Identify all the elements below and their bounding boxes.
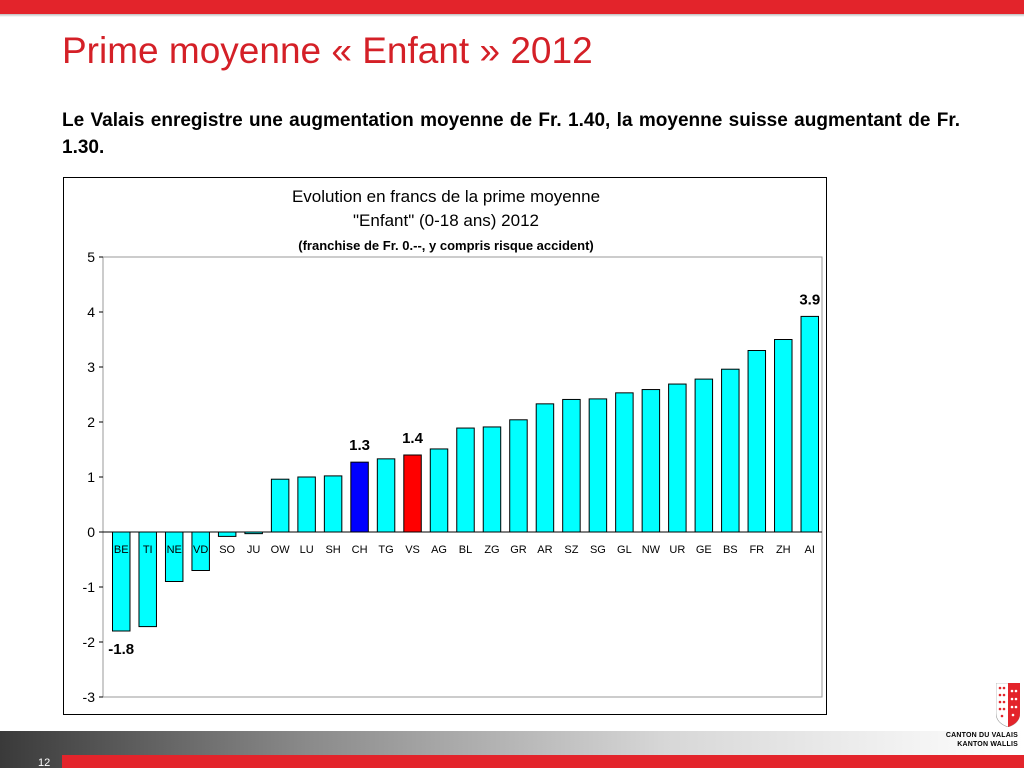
bar-gl: [615, 392, 634, 533]
y-tick-label: 1: [87, 469, 95, 485]
bar-lu: [297, 476, 316, 533]
bar-bs: [721, 368, 740, 533]
data-label: 1.4: [402, 430, 424, 447]
top-accent-bar: [0, 0, 1024, 14]
x-tick-label: VS: [405, 544, 420, 556]
bar-ju: [244, 531, 263, 535]
category-labels: BE TI NE VD SO JU OW LU SH CH TG VS AG BL ZG GR AR SZ SG GL…: [114, 544, 815, 556]
bar-sg: [588, 398, 608, 533]
logo-text-line2: KANTON WALLIS: [957, 741, 1018, 748]
x-tick-label: FR: [749, 544, 764, 556]
x-tick-label: ZH: [776, 544, 791, 556]
bar-ar: [535, 403, 555, 533]
bar-ch: [350, 461, 369, 533]
data-label: 3.9: [799, 291, 820, 308]
x-tick-label: BE: [114, 544, 129, 556]
data-labels: -1.8 1.3 1.4 3.9: [108, 291, 820, 658]
bar-gr: [509, 419, 528, 533]
y-tick-label: 2: [87, 414, 95, 430]
x-tick-label: AR: [537, 544, 552, 556]
logo-text-line1: CANTON DU VALAIS: [945, 732, 1018, 739]
x-tick-label: BL: [459, 544, 472, 556]
chart-title-line2: "Enfant" (0-18 ans) 2012: [353, 211, 539, 230]
bar-ti: [138, 531, 157, 628]
x-tick-label: NW: [642, 544, 661, 556]
bar-fr: [747, 350, 767, 533]
bar-vd: [191, 531, 210, 571]
x-tick-label: CH: [352, 544, 368, 556]
y-tick-label: 0: [87, 524, 95, 540]
bar-ne: [164, 531, 184, 582]
bar-so: [217, 531, 237, 537]
slide-title: Prime moyenne « Enfant » 2012: [62, 30, 593, 71]
x-tick-label: TI: [143, 544, 153, 556]
canton-logo: CANTON DU VALAIS KANTON WALLIS: [938, 680, 1020, 750]
slide-subtitle: Le Valais enregistre une augmentation mo…: [62, 110, 960, 158]
bar-ag: [429, 448, 449, 533]
y-tick-label: -2: [83, 634, 96, 650]
x-tick-label: GR: [510, 544, 527, 556]
x-tick-label: LU: [300, 544, 314, 556]
x-tick-label: BS: [723, 544, 738, 556]
x-tick-label: ZG: [484, 544, 499, 556]
bar-ai: [800, 315, 819, 533]
chart-title-line3: (franchise de Fr. 0.--, y compris risque…: [298, 238, 593, 253]
bar-nw: [641, 389, 661, 533]
x-tick-label: TG: [378, 544, 393, 556]
y-tick-label: 5: [87, 249, 95, 265]
data-label: -1.8: [108, 641, 134, 658]
bar-sz: [562, 398, 581, 533]
bar-zh: [774, 339, 793, 533]
chart-title-line1: Evolution en francs de la prime moyenne: [292, 187, 600, 206]
x-tick-label: OW: [271, 544, 291, 556]
bar-ow: [270, 478, 290, 533]
x-tick-label: SH: [325, 544, 340, 556]
y-tick-label: -1: [83, 579, 96, 595]
x-tick-label: SZ: [564, 544, 578, 556]
bottom-red-bar: [62, 755, 1024, 768]
x-tick-label: JU: [247, 544, 260, 556]
bar-bl: [456, 427, 475, 533]
x-tick-label: AG: [431, 544, 447, 556]
x-tick-label: SG: [590, 544, 606, 556]
bar-vs: [403, 454, 422, 533]
bar-sh: [323, 475, 343, 533]
page-number: 12: [38, 757, 51, 769]
bar-tg: [376, 458, 396, 533]
bar-zg: [482, 426, 502, 533]
y-tick-label: 4: [87, 304, 95, 320]
x-tick-label: GE: [696, 544, 712, 556]
x-tick-label: VD: [193, 544, 208, 556]
x-tick-label: AI: [805, 544, 815, 556]
bar-be: [112, 531, 131, 632]
top-bar-shadow: [0, 14, 1024, 17]
data-label: 1.3: [349, 437, 370, 454]
bar-ge: [694, 378, 714, 533]
x-tick-label: SO: [219, 544, 235, 556]
y-tick-label: 3: [87, 359, 95, 375]
y-tick-label: -3: [83, 689, 96, 705]
x-tick-label: GL: [617, 544, 632, 556]
valais-shield-icon: [996, 683, 1020, 727]
x-tick-label: UR: [669, 544, 685, 556]
bar-ur: [668, 383, 687, 533]
bars: [112, 315, 819, 632]
x-tick-label: NE: [167, 544, 182, 556]
bar-chart: Evolution en francs de la prime moyenne …: [83, 187, 823, 705]
